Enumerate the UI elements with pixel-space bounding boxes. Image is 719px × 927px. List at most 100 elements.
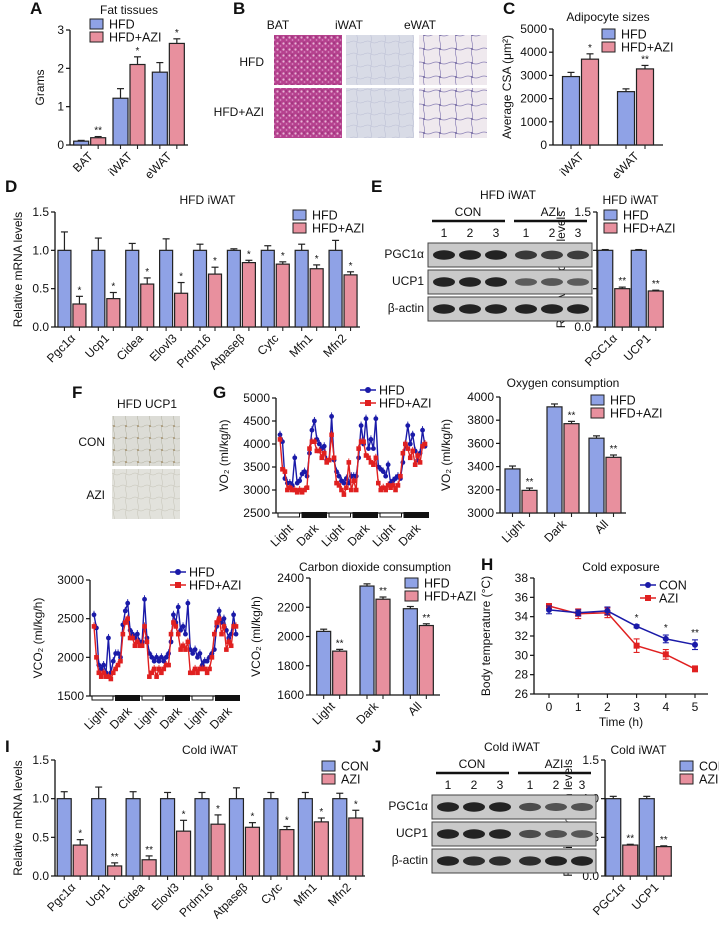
panel-label-g: G xyxy=(213,383,226,402)
data-point xyxy=(400,450,406,456)
data-point xyxy=(158,654,164,660)
protein-band xyxy=(567,250,589,260)
data-point xyxy=(385,483,391,488)
bar xyxy=(125,249,140,328)
data-point xyxy=(292,487,298,493)
y-tick-label: 2400 xyxy=(277,571,304,585)
x-tick-label: Atpaseβ xyxy=(209,880,250,921)
y-axis-label: Grams xyxy=(33,70,47,106)
y-tick-label: 26 xyxy=(515,687,529,701)
data-point xyxy=(380,469,386,474)
histology-panel-b: BAT iWAT eWAT HFD HFD+AZI xyxy=(214,18,487,138)
y-axis-label: VCO₂ (ml/kg/h) xyxy=(31,598,45,679)
chart-hfd-iwat-mrna: 0.0 0.5 1.0 1.5 Relative mRNA levels HFD iWAT… xyxy=(11,193,364,372)
legend-swatch xyxy=(321,773,336,785)
chart-title: Adipocyte sizes xyxy=(566,10,649,24)
protein-band xyxy=(485,250,507,260)
blot-title: Cold iWAT xyxy=(484,740,541,754)
protein-band xyxy=(489,802,511,812)
legend-label: AZI xyxy=(659,592,678,606)
data-point xyxy=(294,490,300,495)
data-point xyxy=(163,662,169,668)
lane-number: 2 xyxy=(467,226,474,240)
chart-title: Oxygen consumption xyxy=(507,376,620,390)
data-point xyxy=(137,643,143,649)
bar xyxy=(112,97,129,146)
data-point xyxy=(353,487,359,493)
protein-band xyxy=(489,856,511,866)
legend-marker-circle xyxy=(175,569,181,575)
data-point xyxy=(348,487,354,493)
protein-band xyxy=(519,802,541,812)
x-phase-label: Dark xyxy=(207,704,236,733)
y-tick-label: 3800 xyxy=(467,413,494,427)
data-point xyxy=(336,483,342,488)
light-phase-bar xyxy=(141,695,164,701)
panel-label-f: F xyxy=(72,383,82,402)
data-point xyxy=(292,455,298,461)
x-tick-label: Ucp1 xyxy=(82,331,112,361)
bar xyxy=(328,249,343,328)
protein-band xyxy=(567,278,589,286)
x-tick-label: Cidea xyxy=(115,880,147,912)
western-blot-hfd-iwat: HFD iWAT CON AZI 1 2 3 1 2 3 PGC1α UCP1 β-actin xyxy=(384,188,593,322)
data-point xyxy=(307,446,312,451)
significance-marker: * xyxy=(111,282,115,293)
bar xyxy=(194,798,210,877)
bar xyxy=(332,798,348,877)
y-axis-label: Relative mRNA levels xyxy=(11,212,25,327)
protein-band xyxy=(515,304,537,314)
data-point xyxy=(299,490,305,495)
data-point xyxy=(233,631,239,637)
bar xyxy=(563,423,580,514)
data-point xyxy=(383,473,389,479)
data-point xyxy=(692,665,698,672)
legend-marker-square xyxy=(645,595,651,601)
data-point xyxy=(178,647,183,652)
y-tick-label: 2000 xyxy=(277,630,304,644)
significance-marker: * xyxy=(635,613,639,624)
data-point xyxy=(363,453,369,458)
bar xyxy=(90,137,107,146)
blot-group-label: AZI xyxy=(541,205,560,219)
significance-marker: * xyxy=(664,623,668,634)
histology-row-label: CON xyxy=(78,435,105,449)
x-phase-label: Light xyxy=(131,704,160,733)
data-point xyxy=(183,631,188,637)
chart-adipocyte-sizes: 0 1000 2000 3000 4000 5000 Average CSA (μm²) Ad… xyxy=(500,10,673,182)
significance-marker: * xyxy=(213,256,217,267)
x-tick-label: 5 xyxy=(692,700,699,714)
histology-image-ewat-hfd xyxy=(419,35,487,85)
data-point xyxy=(110,670,116,676)
data-point xyxy=(331,455,337,461)
protein-band xyxy=(463,856,485,866)
data-point xyxy=(147,674,152,679)
protein-band xyxy=(541,250,563,260)
bar xyxy=(561,75,581,146)
legend-swatch xyxy=(603,222,618,234)
data-point xyxy=(192,666,198,672)
chart-title: Cold iWAT xyxy=(610,743,667,757)
dark-phase-bar xyxy=(352,512,378,518)
y-tick-label: 0.0 xyxy=(32,320,49,334)
protein-band xyxy=(437,802,459,812)
bar xyxy=(614,288,631,328)
light-phase-bar xyxy=(191,695,214,701)
protein-band xyxy=(515,250,537,260)
x-phase-label: Light xyxy=(370,521,399,550)
x-tick-label: eWAT xyxy=(609,149,642,182)
x-axis-label: Time (h) xyxy=(599,715,643,729)
data-point xyxy=(115,651,121,656)
legend-label: HFD+AZI xyxy=(109,31,161,45)
bar xyxy=(343,274,358,328)
legend-label: HFD+AZI xyxy=(379,397,431,411)
chart-title: Carbon dioxide consumption xyxy=(299,560,451,574)
data-point xyxy=(122,608,128,614)
data-point xyxy=(633,623,640,630)
panel-label-c: C xyxy=(503,0,515,18)
protein-band xyxy=(459,250,481,260)
y-tick-label: 1600 xyxy=(277,688,304,702)
significance-marker: ** xyxy=(568,410,576,421)
data-point xyxy=(405,446,411,451)
